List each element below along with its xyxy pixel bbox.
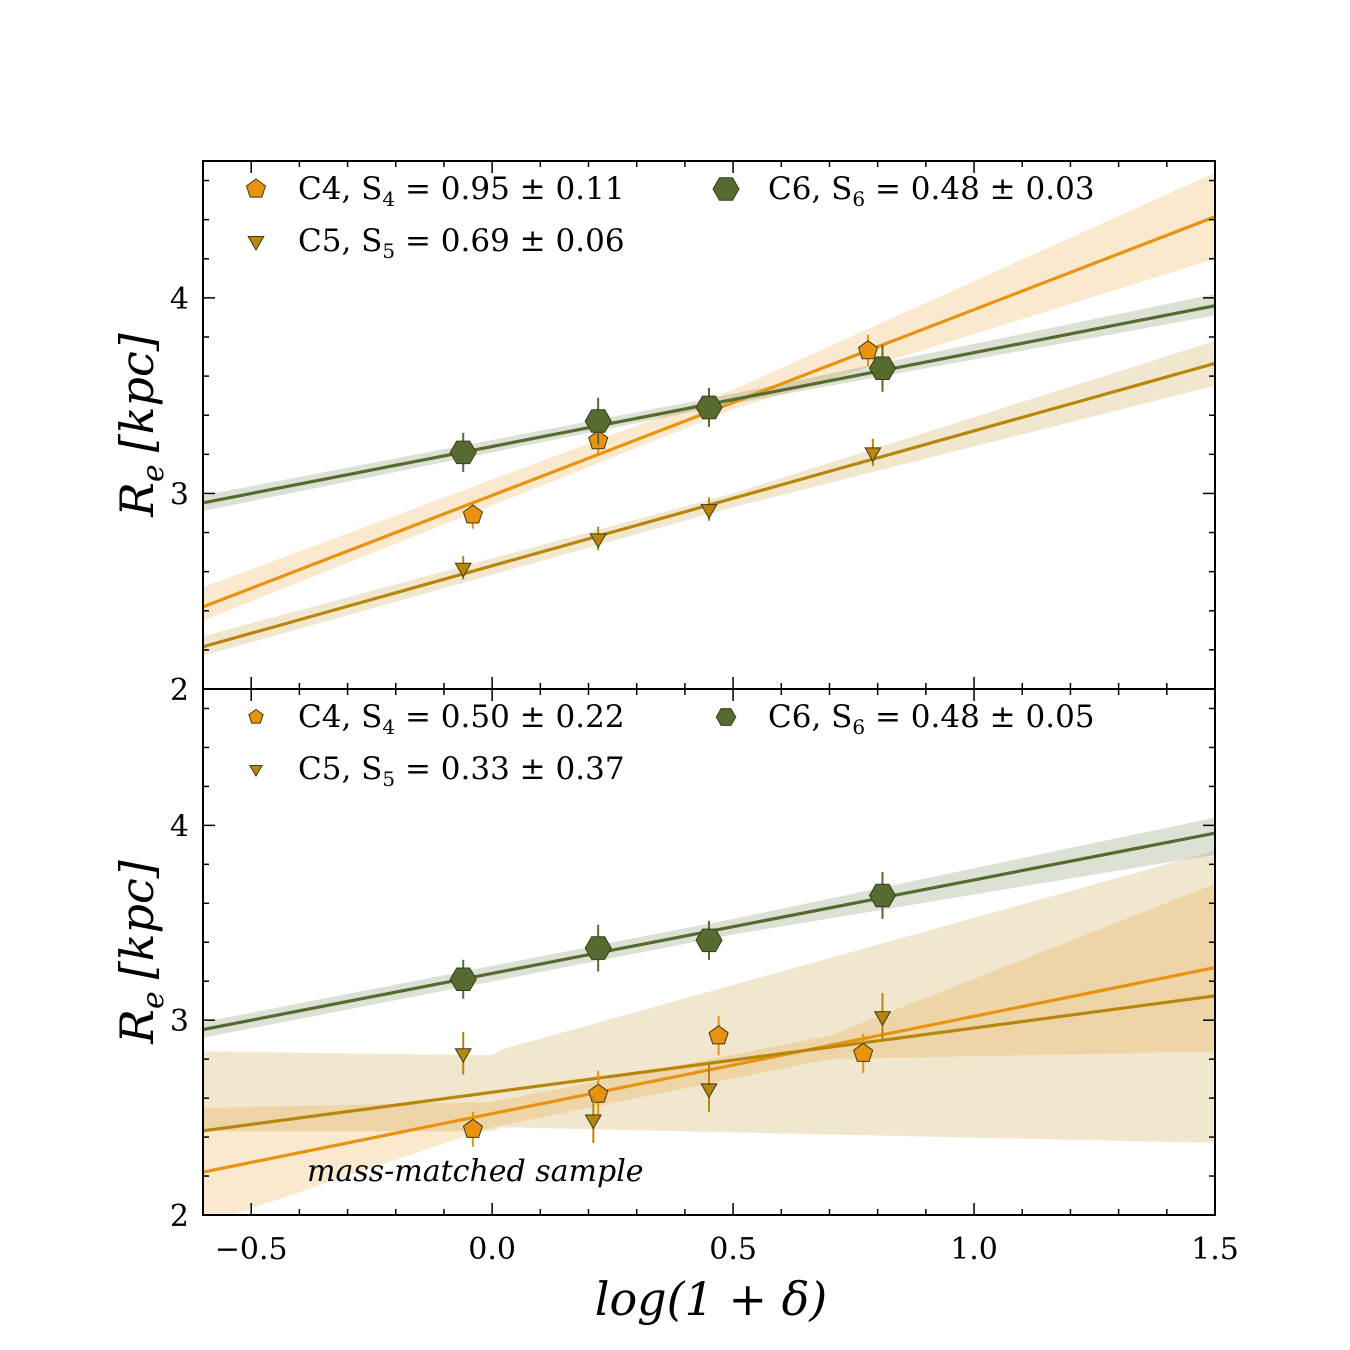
bottom-y-axis-label: Re[kpc] — [110, 860, 171, 1044]
bottom-legend-marker-c4 — [248, 708, 264, 724]
top-legend-label-c4: C4, S4 = 0.95 ± 0.11 — [298, 171, 625, 211]
bottom-legend-marker-c6 — [715, 708, 737, 726]
bottom-point-c6-2 — [695, 928, 723, 953]
bottom-point-c6-0 — [449, 967, 477, 991]
bottom-point-c6-3 — [868, 883, 897, 908]
top-point-c5-2 — [700, 504, 718, 520]
xtick-label: −0.5 — [215, 1232, 288, 1267]
top-point-c6-3 — [868, 356, 897, 380]
data-points — [449, 335, 897, 1147]
bottom-legend-label-c6: C6, S6 = 0.48 ± 0.05 — [768, 699, 1095, 739]
bottom-fit-line-c5 — [203, 994, 1215, 1133]
bottom-band-c4 — [203, 883, 1215, 1215]
bottom-point-c4-0 — [462, 1118, 483, 1138]
axes: 2 3 4 Re[kpc] 2 3 4 −0.5 0.0 0.5 1.0 1.5 log(1 + δ) R… — [110, 160, 1239, 1326]
xtick-label: 0.0 — [468, 1232, 516, 1267]
bottom-point-c5-3 — [873, 1011, 892, 1027]
top-point-c5-1 — [589, 533, 607, 549]
bottom-legend-label-c4: C4, S4 = 0.50 ± 0.22 — [298, 699, 625, 739]
top-point-c6-1 — [584, 409, 612, 433]
bottom-point-c5-1 — [584, 1114, 602, 1130]
top-legend-label-c5: C5, S5 = 0.69 ± 0.06 — [298, 223, 625, 263]
top-legend-marker-c4 — [245, 178, 267, 198]
top-point-c5-0 — [454, 562, 472, 578]
top-point-c4-2 — [857, 340, 879, 360]
xtick-label: 0.5 — [709, 1232, 757, 1267]
xtick-label: 1.5 — [1191, 1232, 1239, 1267]
bottom-band-c5 — [203, 850, 1215, 1143]
bottom-point-c5-0 — [454, 1048, 472, 1064]
bottom-point-c5-2 — [700, 1083, 718, 1099]
legend: C4, S4 = 0.95 ± 0.11 C5, S5 = 0.69 ± 0.06… — [245, 171, 1095, 791]
top-y-axis-label: Re[kpc] — [110, 333, 171, 517]
top-point-c6-0 — [449, 440, 477, 465]
bottom-point-c4-2 — [708, 1025, 729, 1045]
top-point-c6-2 — [695, 395, 723, 420]
top-point-c4-0 — [462, 504, 483, 524]
top-legend-marker-c6 — [712, 177, 740, 201]
annotation-mass-matched-sample: mass-matched sample — [307, 1154, 644, 1189]
bottom-ytick-label: 3 — [170, 1004, 189, 1039]
top-ytick-label: 4 — [170, 282, 189, 317]
top-ytick-label: 2 — [170, 673, 189, 708]
bottom-legend-marker-c5 — [249, 765, 263, 777]
x-axis-label: log(1 + δ) — [595, 1272, 828, 1326]
top-ytick-label: 3 — [170, 477, 189, 512]
bottom-legend-label-c5: C5, S5 = 0.33 ± 0.37 — [298, 751, 625, 791]
bottom-ytick-label: 2 — [170, 1199, 189, 1234]
bottom-point-c4-3 — [853, 1042, 874, 1062]
xtick-label: 1.0 — [950, 1232, 998, 1267]
bottom-ytick-label: 4 — [170, 809, 189, 844]
top-legend-label-c6: C6, S6 = 0.48 ± 0.03 — [768, 171, 1095, 211]
bottom-panel-frame — [202, 688, 1216, 1216]
top-legend-marker-c5 — [247, 236, 265, 251]
bottom-point-c6-1 — [584, 936, 612, 960]
top-point-c5-3 — [864, 447, 882, 463]
